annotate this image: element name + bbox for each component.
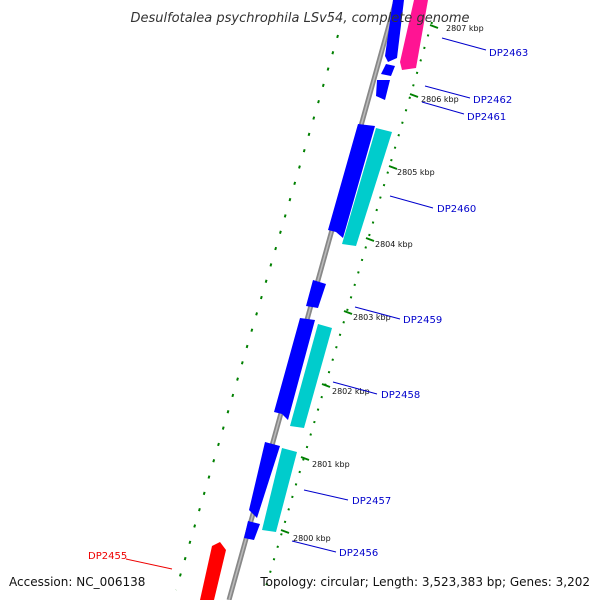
tick-2803: 2803 kbp (343, 310, 391, 322)
gene-dp2463-arrow (385, 0, 404, 62)
gene-label-dp2460[interactable]: DP2460 (389, 195, 476, 215)
tick-label: 2804 kbp (375, 240, 413, 249)
gene-dp2461-arrow (376, 80, 390, 100)
gene-dp2460-reverse-arrow (342, 128, 392, 246)
gene-label-text[interactable]: DP2457 (352, 496, 391, 507)
outer-tick-ring (175, 34, 339, 591)
gene-label-text[interactable]: DP2460 (437, 204, 476, 215)
gene-dp2458-forward-arrow (274, 318, 315, 420)
map-title: Desulfotalea psychrophila LSv54, complet… (130, 11, 469, 26)
tick-label: 2800 kbp (293, 534, 331, 543)
tick-2806: 2806 kbp (409, 93, 459, 104)
gene-label-dp2459[interactable]: DP2459 (354, 306, 442, 326)
tick-2805: 2805 kbp (388, 165, 435, 177)
gene-label-dp2462[interactable]: DP2462 (424, 85, 512, 106)
gene-label-text[interactable]: DP2458 (381, 390, 420, 401)
gene-label-text[interactable]: DP2462 (473, 95, 512, 106)
gene-label-text[interactable]: DP2456 (339, 548, 378, 559)
gene-dp2457-forward-arrow (249, 442, 280, 518)
gene-label-dp2461[interactable]: DP2461 (421, 101, 506, 123)
gene-dp2459-arrow (306, 280, 326, 308)
tick-2800: 2800 kbp (280, 529, 331, 543)
tick-label: 2802 kbp (332, 387, 370, 396)
gene-dp2458-reverse-arrow (290, 324, 332, 428)
tick-2801: 2801 kbp (300, 456, 350, 469)
tick-label: 2805 kbp (397, 168, 435, 177)
tick-label: 2807 kbp (446, 24, 484, 33)
tick-label: 2803 kbp (353, 313, 391, 322)
gene-dp2460-forward-arrow (328, 124, 375, 238)
gene-dp2457-reverse-arrow (262, 448, 297, 532)
gene-label-dp2456[interactable]: DP2456 (291, 540, 378, 559)
tick-2804: 2804 kbp (365, 237, 413, 249)
tick-label: 2801 kbp (312, 460, 350, 469)
tick-label: 2806 kbp (421, 95, 459, 104)
gene-label-text[interactable]: DP2455 (88, 551, 127, 562)
gene-label-text[interactable]: DP2463 (489, 48, 528, 59)
topology-text: Topology: circular; Length: 3,523,383 bp… (259, 575, 590, 589)
gene-dp2463-pink-arrow (400, 0, 428, 70)
gene-label-dp2458[interactable]: DP2458 (332, 381, 420, 401)
gene-label-text[interactable]: DP2461 (467, 112, 506, 123)
gene-label-dp2457[interactable]: DP2457 (303, 489, 391, 507)
tick-2802: 2802 kbp (321, 383, 370, 396)
inner-tick-ring (264, 21, 433, 591)
gene-label-text[interactable]: DP2459 (403, 315, 442, 326)
gene-label-dp2463[interactable]: DP2463 (441, 37, 528, 59)
gene-dp2455-red-arrow (200, 542, 226, 600)
gene-dp2456-arrow (244, 521, 260, 540)
gene-label-dp2455[interactable]: DP2455 (88, 551, 173, 570)
tick-2807: 2807 kbp (429, 24, 484, 33)
accession-text: Accession: NC_006138 (9, 575, 145, 589)
gene-dp2462-arrow (381, 64, 395, 76)
